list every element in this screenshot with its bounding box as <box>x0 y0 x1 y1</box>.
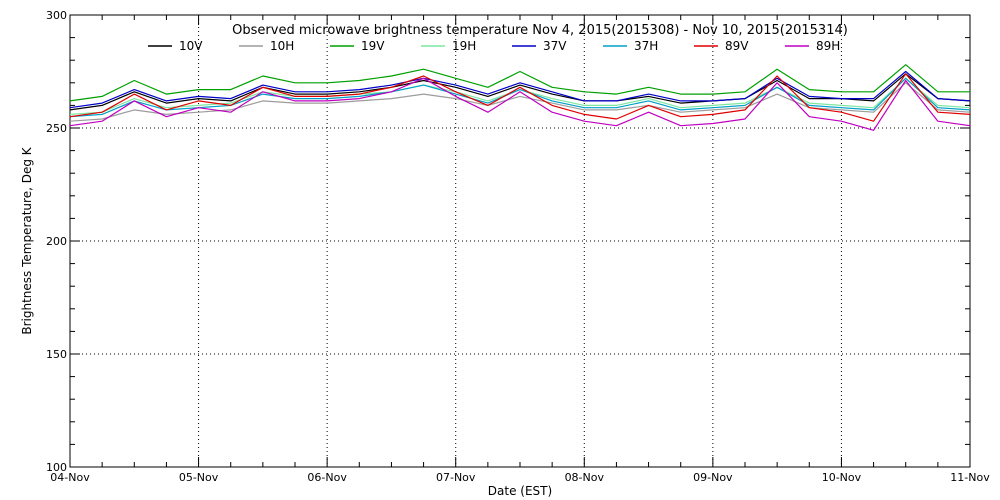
y-tick-label: 200 <box>46 235 67 248</box>
legend-label-19v: 19V <box>361 39 385 53</box>
chart-title: Observed microwave brightness temperatur… <box>232 23 848 38</box>
y-tick-label: 250 <box>46 122 67 135</box>
legend-label-37h: 37H <box>634 39 658 53</box>
series-line-89h <box>69 77 971 131</box>
grid-lines <box>70 15 970 467</box>
legend-label-10h: 10H <box>270 39 294 53</box>
legend-label-10v: 10V <box>179 39 203 53</box>
legend-label-89h: 89H <box>816 39 840 53</box>
legend-label-37v: 37V <box>543 39 567 53</box>
series-line-37h <box>69 77 971 118</box>
x-tick-label: 05-Nov <box>179 471 219 484</box>
x-tick-label: 09-Nov <box>693 471 733 484</box>
legend-label-19h: 19H <box>452 39 476 53</box>
axis-ticks: 100 150 200 250 300 04-Nov 05-Nov 06-Nov 07-Nov 0… <box>46 9 990 484</box>
x-tick-label: 11-Nov <box>950 471 990 484</box>
x-tick-label: 08-Nov <box>565 471 605 484</box>
series-line-10v <box>69 73 971 111</box>
series-line-37v <box>69 70 971 109</box>
x-axis-label: Date (EST) <box>488 484 552 498</box>
x-tick-label: 10-Nov <box>822 471 862 484</box>
legend: 10V 10H 19V 19H 37V 37H 89V 89H <box>148 39 840 53</box>
legend-label-89v: 89V <box>725 39 749 53</box>
x-tick-label: 07-Nov <box>436 471 476 484</box>
series-layer <box>69 64 971 131</box>
x-tick-label: 04-Nov <box>50 471 90 484</box>
y-axis-label: Brightness Temperature, Deg K <box>20 146 34 334</box>
series-line-89v <box>69 73 971 122</box>
y-tick-label: 100 <box>46 461 67 474</box>
y-tick-label: 300 <box>46 9 67 22</box>
series-line-19v <box>69 64 970 102</box>
y-tick-label: 150 <box>46 348 67 361</box>
x-tick-label: 06-Nov <box>307 471 347 484</box>
